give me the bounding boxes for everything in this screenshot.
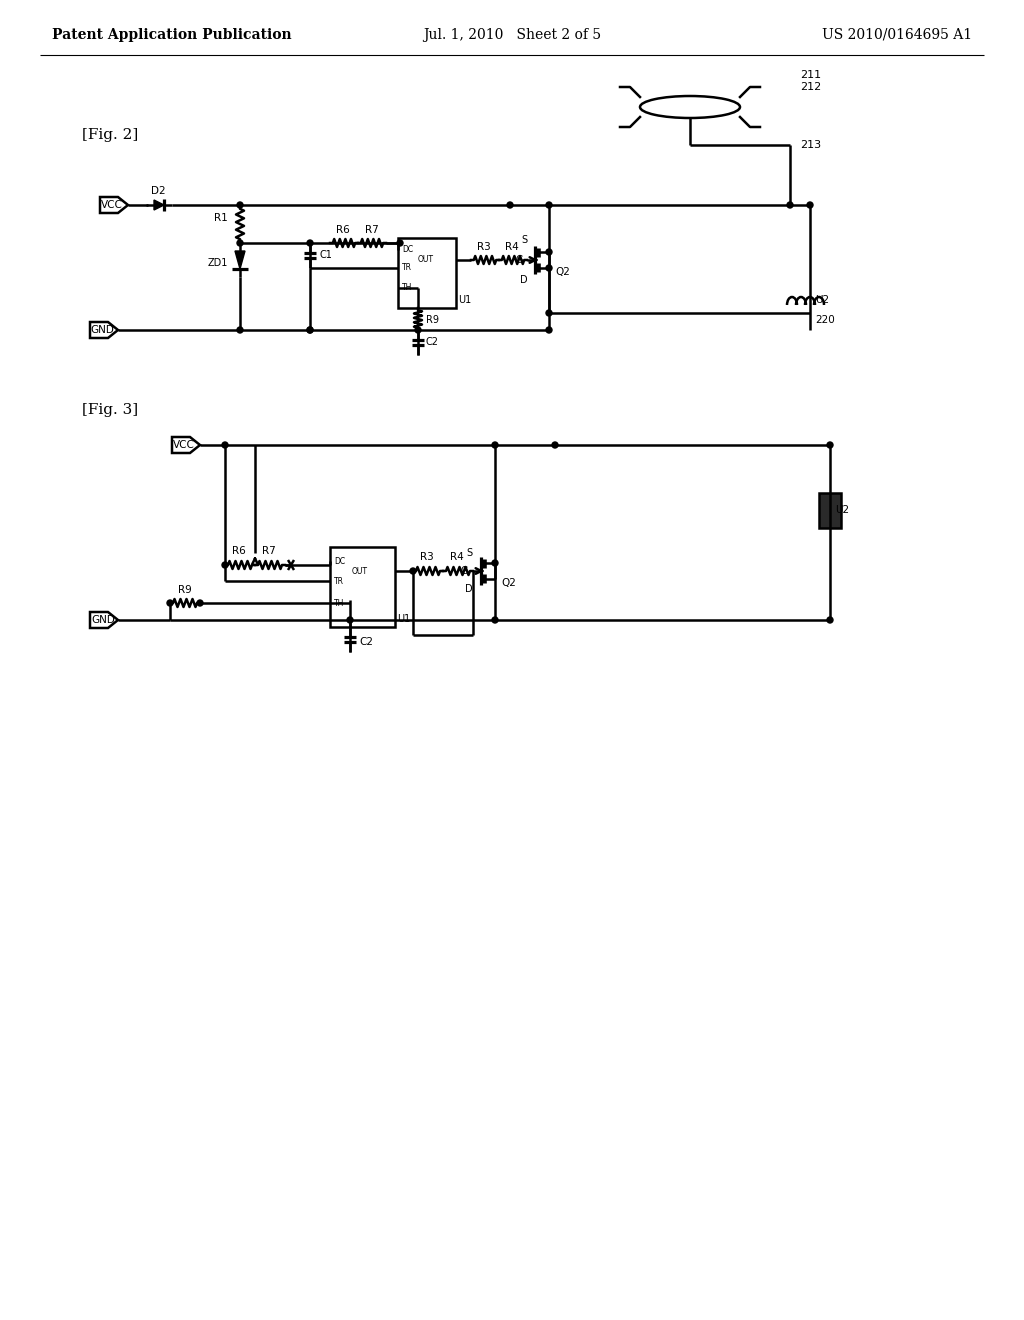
Circle shape — [492, 442, 498, 447]
Text: ZD1: ZD1 — [208, 257, 228, 268]
Bar — [330, 546, 395, 627]
Circle shape — [552, 442, 558, 447]
Text: GND: GND — [90, 325, 114, 335]
Text: DC: DC — [402, 246, 413, 255]
Circle shape — [307, 327, 313, 333]
Circle shape — [546, 249, 552, 255]
Text: S: S — [521, 235, 527, 246]
Circle shape — [827, 616, 833, 623]
Text: R9: R9 — [178, 585, 191, 595]
Circle shape — [507, 202, 513, 209]
Text: 220: 220 — [815, 315, 835, 325]
Text: DC: DC — [334, 557, 345, 565]
Text: [Fig. 3]: [Fig. 3] — [82, 403, 138, 417]
Circle shape — [237, 327, 243, 333]
Circle shape — [347, 616, 353, 623]
Text: C1: C1 — [319, 249, 332, 260]
Text: TH: TH — [402, 284, 413, 293]
Polygon shape — [234, 251, 245, 269]
Circle shape — [546, 265, 552, 271]
Text: D2: D2 — [151, 186, 165, 195]
Circle shape — [167, 601, 173, 606]
Text: D: D — [520, 275, 527, 285]
Text: R1: R1 — [214, 213, 228, 223]
Text: C2: C2 — [426, 337, 439, 347]
Circle shape — [197, 601, 203, 606]
Text: Jul. 1, 2010   Sheet 2 of 5: Jul. 1, 2010 Sheet 2 of 5 — [423, 28, 601, 42]
Polygon shape — [154, 201, 164, 210]
Circle shape — [546, 327, 552, 333]
Text: R6: R6 — [336, 224, 350, 235]
Text: R3: R3 — [477, 242, 490, 252]
Text: R4: R4 — [451, 552, 464, 562]
Circle shape — [807, 202, 813, 209]
Text: 212: 212 — [800, 82, 821, 92]
Text: TR: TR — [334, 577, 344, 586]
Text: S: S — [466, 548, 472, 558]
Text: U1: U1 — [397, 614, 411, 624]
Text: R3: R3 — [420, 552, 434, 562]
Text: VCC: VCC — [101, 201, 123, 210]
Circle shape — [237, 202, 243, 209]
Text: 213: 213 — [800, 140, 821, 150]
Circle shape — [222, 442, 228, 447]
Text: OUT: OUT — [352, 566, 368, 576]
Text: OUT: OUT — [418, 256, 434, 264]
Circle shape — [492, 560, 498, 566]
Circle shape — [410, 568, 416, 574]
Text: R4: R4 — [505, 242, 519, 252]
Bar — [819, 492, 841, 528]
Circle shape — [307, 240, 313, 246]
Circle shape — [415, 327, 421, 333]
Text: US 2010/0164695 A1: US 2010/0164695 A1 — [822, 28, 972, 42]
Text: Q2: Q2 — [501, 578, 516, 587]
Text: R7: R7 — [262, 546, 275, 556]
Text: [Fig. 2]: [Fig. 2] — [82, 128, 138, 143]
Circle shape — [397, 240, 403, 246]
Text: Q2: Q2 — [555, 267, 570, 277]
Circle shape — [546, 310, 552, 315]
Text: VCC: VCC — [173, 440, 195, 450]
Text: D: D — [465, 583, 473, 594]
Bar — [398, 238, 456, 308]
Text: 211: 211 — [800, 70, 821, 81]
Text: U2: U2 — [835, 506, 849, 515]
Circle shape — [222, 562, 228, 568]
Text: G: G — [515, 255, 523, 265]
Circle shape — [237, 240, 243, 246]
Text: R6: R6 — [232, 546, 246, 556]
Circle shape — [827, 442, 833, 447]
Text: U2: U2 — [815, 294, 829, 305]
Circle shape — [787, 202, 793, 209]
Circle shape — [492, 616, 498, 623]
Circle shape — [307, 327, 313, 333]
Text: TH: TH — [334, 598, 344, 607]
Text: Patent Application Publication: Patent Application Publication — [52, 28, 292, 42]
Text: R7: R7 — [366, 224, 379, 235]
Circle shape — [546, 202, 552, 209]
Text: U1: U1 — [458, 294, 471, 305]
Text: GND: GND — [91, 615, 115, 624]
Text: C2: C2 — [359, 638, 373, 647]
Text: TR: TR — [402, 264, 412, 272]
Text: G: G — [461, 566, 468, 576]
Text: R9: R9 — [426, 315, 439, 325]
